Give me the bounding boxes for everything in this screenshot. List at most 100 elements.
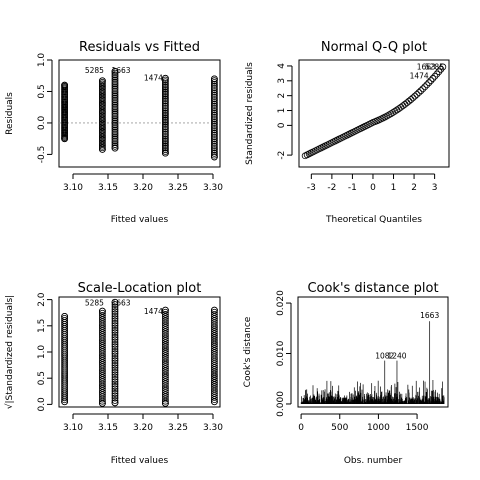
x-tick-label: 1000 (367, 423, 390, 433)
data-point (111, 378, 119, 386)
y-tick-label: 1.5 (37, 319, 47, 333)
x-tick-label: 3.10 (63, 183, 83, 193)
data-point (161, 393, 169, 401)
data-point (161, 332, 169, 340)
data-point (161, 116, 169, 124)
data-point (111, 92, 119, 100)
data-point (111, 101, 119, 109)
data-point (161, 111, 169, 119)
data-point (161, 360, 169, 368)
y-tick-label: 0.5 (37, 371, 47, 385)
x-tick-label: 1500 (406, 423, 429, 433)
y-tick-label: 1 (277, 108, 287, 114)
data-point (161, 127, 169, 134)
data-point (161, 319, 169, 327)
chart-title: Normal Q-Q plot (321, 40, 427, 55)
x-tick-label: 500 (331, 423, 348, 433)
data-point (423, 81, 431, 89)
data-point (161, 132, 169, 140)
data-point (111, 333, 119, 341)
data-point (111, 137, 119, 145)
data-point (99, 357, 106, 364)
data-point (161, 395, 169, 403)
data-point (161, 334, 169, 342)
data-point (99, 331, 106, 339)
data-point (99, 354, 106, 362)
data-point (111, 85, 119, 93)
data-point (210, 115, 218, 123)
data-point (161, 121, 169, 129)
data-point (161, 134, 169, 141)
data-point (111, 364, 119, 372)
plot-points: 5285 1663 1474 (61, 299, 218, 407)
data-point (210, 149, 218, 157)
point-label: 1663 (420, 311, 439, 320)
data-point (111, 305, 119, 313)
data-point (161, 130, 169, 138)
x-tick-label: 3.30 (203, 183, 223, 193)
data-point (210, 97, 218, 105)
data-point (111, 399, 119, 407)
data-point (111, 331, 119, 339)
y-tick-label: -2 (277, 151, 287, 160)
data-point (210, 308, 218, 316)
chart-title: Residuals vs Fitted (79, 40, 200, 55)
data-point (161, 137, 169, 145)
data-point (111, 87, 119, 95)
data-point (399, 102, 407, 110)
data-point (161, 389, 169, 396)
data-point (161, 144, 169, 152)
data-point (161, 120, 169, 127)
data-point (111, 301, 119, 308)
data-point (210, 122, 218, 130)
data-point (111, 82, 119, 90)
x-tick-label: 3.20 (133, 423, 153, 433)
data-point (111, 107, 119, 115)
data-point (99, 361, 106, 369)
x-axis-label: Theoretical Quantiles (325, 215, 422, 225)
data-point (99, 374, 106, 382)
data-point (210, 100, 218, 108)
data-point (161, 85, 169, 93)
data-point (161, 376, 169, 383)
data-point (99, 329, 106, 336)
point-label: 5285 (85, 299, 104, 308)
data-point (111, 312, 119, 320)
data-point (111, 144, 119, 152)
data-point (111, 329, 119, 337)
data-point (161, 352, 169, 360)
panel-residuals-vs-fitted: Residuals vs Fitted Fitted values Residu… (5, 40, 223, 225)
data-point (210, 137, 218, 144)
data-point (161, 354, 169, 362)
data-point (161, 313, 169, 321)
data-point (210, 99, 218, 106)
data-point (111, 114, 119, 122)
data-point (161, 74, 169, 82)
x-axis-label: Fitted values (111, 215, 169, 225)
data-point (111, 80, 119, 88)
data-point (161, 337, 169, 344)
plot-frame (58, 296, 221, 408)
data-point (111, 319, 119, 327)
panel-scale-location: Scale-Location plot Fitted values √|Stan… (4, 281, 223, 466)
data-point (111, 385, 119, 393)
data-point (111, 317, 119, 325)
data-point (99, 359, 106, 366)
data-point (210, 120, 218, 128)
data-point (161, 109, 169, 117)
data-point (210, 139, 218, 146)
data-point (161, 92, 169, 100)
data-point (111, 123, 119, 131)
data-point (111, 110, 119, 118)
x-tick-label: 3.15 (98, 423, 118, 433)
data-point (161, 128, 169, 136)
data-point (111, 310, 119, 318)
data-point (111, 338, 119, 346)
data-point (210, 109, 218, 117)
x-tick-label: 3.25 (168, 423, 188, 433)
data-point (210, 79, 218, 86)
data-point (99, 378, 106, 386)
data-point (161, 78, 169, 86)
